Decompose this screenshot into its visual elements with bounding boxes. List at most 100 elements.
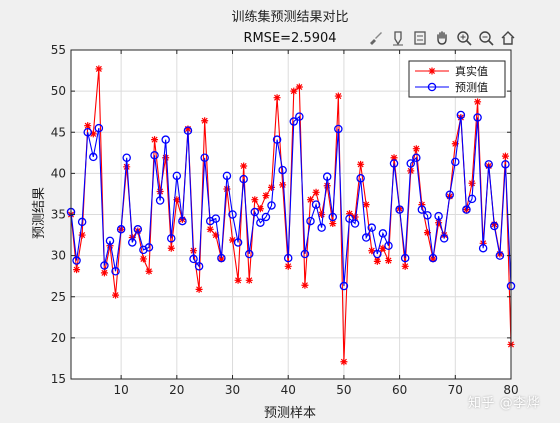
data-point-circle [322,172,332,181]
data-point-circle [250,207,260,217]
zoom-in-button[interactable] [454,28,474,48]
brush-button[interactable] [366,28,386,48]
data-point-circle [495,251,505,260]
data-point-circle [105,236,115,246]
legend-insert-button[interactable] [410,28,430,48]
data-point-circle [150,151,159,160]
data-point-circle [289,117,299,126]
data-point-asterisk [351,213,359,221]
x-tick-label: 10 [113,383,128,397]
data-point-asterisk [323,182,331,190]
legend-item: 真实值 [415,64,488,78]
data-point-circle [395,205,404,214]
data-point-asterisk [268,183,276,191]
data-point-asterisk [401,262,409,270]
data-point-asterisk [234,276,242,284]
data-point-asterisk [390,154,398,162]
data-point-circle [128,238,137,247]
data-point-circle [311,200,321,209]
data-point-circle [462,205,471,214]
data-point-circle [77,217,87,227]
y-tick-label: 45 [51,125,66,139]
data-point-circle [161,135,170,144]
x-axis-label: 预测样本 [264,406,316,421]
data-point-circle [194,262,204,271]
data-point-circle [94,123,104,133]
data-point-circle [256,218,265,227]
data-point-circle [267,201,276,210]
data-point-asterisk [362,201,370,209]
x-tick-label: 70 [448,383,463,397]
data-point-asterisk [379,244,387,252]
data-point-asterisk [357,160,365,168]
legend-insert-icon [414,31,426,45]
zoom-out-icon [479,31,494,46]
data-point-asterisk [106,242,114,250]
data-point-asterisk [156,187,164,195]
data-point-circle [439,234,449,243]
data-point-asterisk [301,281,309,289]
y-tick-label: 40 [51,166,66,180]
zoom-out-button[interactable] [476,28,496,48]
data-point-asterisk [100,269,108,277]
data-point-circle [155,196,165,205]
data-point-asterisk [123,163,131,171]
data-point-asterisk [212,231,220,239]
legend-label: 预测值 [455,81,488,94]
data-point-circle [189,254,198,264]
data-point-circle [300,249,310,259]
y-tick-label: 25 [51,290,66,304]
pan-button[interactable] [432,28,452,48]
y-tick-label: 35 [51,208,66,222]
data-point-asterisk [428,67,436,75]
data-point-asterisk [145,267,153,275]
datatip-button[interactable] [388,28,408,48]
brush-icon [370,32,382,45]
data-point-asterisk [195,285,203,293]
data-point-asterisk [412,145,420,153]
data-point-asterisk [139,255,147,263]
data-point-circle [244,249,254,259]
data-point-asterisk [84,122,92,130]
axis-ticks: 15 20 25 30 35 40 45 50 55 10 20 30 40 50 60 70 80 [51,43,519,397]
data-point-asterisk [368,247,376,255]
data-point-circle [272,135,282,144]
data-point-circle [122,153,131,162]
data-point-circle [478,243,488,253]
data-point-circle [389,159,399,168]
data-point-circle [167,234,176,243]
chart-subtitle: RMSE=2.5904 [243,31,336,46]
data-point-circle [100,261,109,270]
data-point-asterisk [306,196,314,204]
data-point-circle [222,171,232,181]
data-point-asterisk [167,244,175,252]
data-point-circle [451,157,460,167]
data-point-circle [306,216,315,226]
x-tick-label: 60 [392,383,407,397]
data-point-circle [233,238,243,247]
data-point-circle [350,219,360,228]
data-point-circle [83,127,92,137]
legend-item: 预测值 [415,81,488,94]
data-point-asterisk [345,210,353,218]
x-tick-label: 50 [336,383,351,397]
data-point-circle [417,205,427,214]
y-tick-label: 50 [51,84,66,98]
data-point-asterisk [318,211,326,218]
data-point-asterisk [162,154,170,162]
y-tick-label: 30 [51,249,66,263]
data-point-asterisk [217,255,225,263]
y-tick-label: 15 [51,372,66,386]
legend-label: 真实值 [455,64,488,78]
data-point-circle [384,241,393,251]
data-point-circle [361,233,371,242]
data-point-circle [172,171,182,181]
series-line [70,114,512,287]
data-point-asterisk [284,262,292,270]
data-point-circle [400,253,410,263]
data-point-circle [261,212,271,222]
home-button[interactable] [498,28,518,48]
data-point-asterisk [501,152,509,160]
data-point-circle [200,153,209,162]
